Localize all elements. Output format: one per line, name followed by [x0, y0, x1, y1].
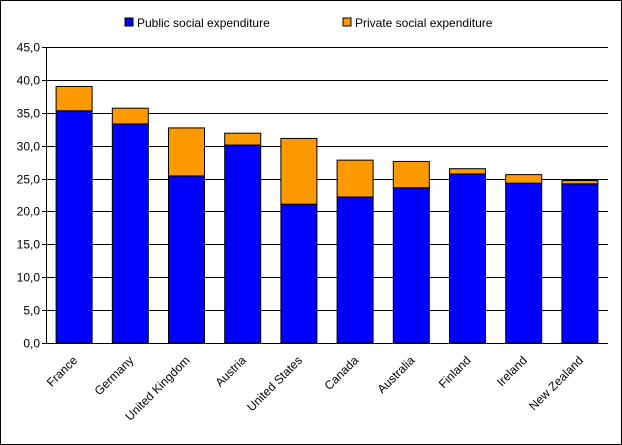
bar-private: [505, 174, 543, 184]
x-tick-label: France: [44, 353, 81, 390]
y-tick-label: 45,0: [17, 41, 41, 55]
bar-private: [111, 107, 149, 125]
plot-area: 0,0 5,0 10,0 15,0 20,0 25,0 30,0 35,0 40,0 45,0 Fr…: [17, 41, 608, 424]
bar-public: [224, 144, 262, 344]
bar-public: [336, 196, 374, 344]
bar-private: [55, 85, 93, 112]
bar-public: [505, 182, 543, 344]
legend-label-private: Private social expenditure: [355, 16, 493, 30]
y-tick-label: 0,0: [23, 337, 40, 351]
legend-label-public: Public social expenditure: [137, 16, 270, 30]
x-tick-label: Germany: [92, 353, 137, 398]
bar-private: [449, 168, 486, 175]
bar-public: [561, 183, 599, 344]
bar-private: [168, 127, 205, 177]
bar-public: [55, 110, 93, 344]
bar-public: [449, 173, 486, 344]
x-tick-label: Austria: [213, 353, 250, 390]
y-tick-label: 30,0: [17, 140, 41, 154]
bar-private: [392, 160, 430, 189]
x-tick-label: United States: [244, 353, 305, 414]
y-tick-label: 10,0: [17, 271, 41, 285]
bar-private: [280, 137, 318, 205]
bar-private: [561, 180, 599, 185]
y-tick-label: 5,0: [23, 304, 40, 318]
y-tick-label: 40,0: [17, 74, 41, 88]
legend: Public social expenditure Private social…: [124, 16, 493, 30]
x-tick-label: New Zealand: [526, 353, 586, 413]
y-tick-label: 15,0: [17, 238, 41, 252]
bar-public: [111, 123, 149, 344]
y-tick-label: 25,0: [17, 173, 41, 187]
x-tick-label: Finland: [436, 353, 474, 391]
x-tick-label: Ireland: [494, 353, 530, 389]
bar-public: [392, 187, 430, 344]
bar-public: [168, 175, 205, 344]
x-tick-label: Australia: [375, 353, 418, 396]
y-tick-label: 20,0: [17, 205, 41, 219]
bar-public: [280, 203, 318, 344]
legend-swatch-private: [342, 17, 352, 27]
bar-private: [224, 132, 262, 146]
x-tick-label: Canada: [322, 353, 362, 393]
y-tick-label: 35,0: [17, 107, 41, 121]
legend-swatch-public: [124, 17, 134, 27]
bar-private: [336, 159, 374, 198]
